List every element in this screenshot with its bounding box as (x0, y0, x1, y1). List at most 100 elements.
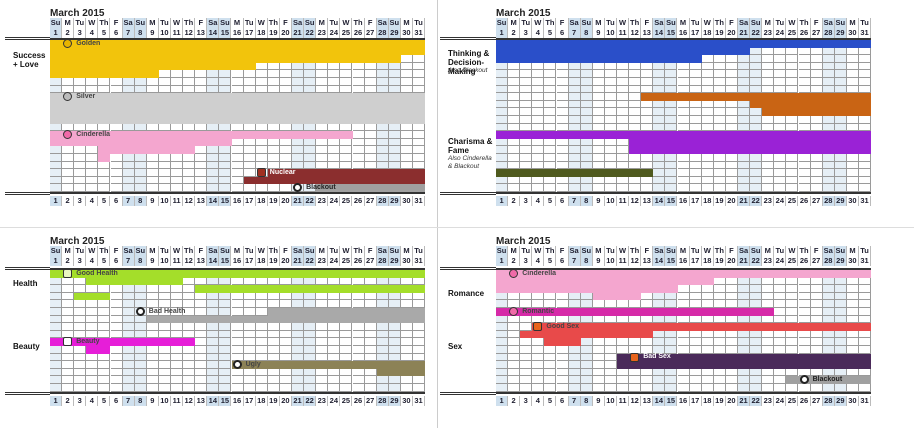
grid-cell (774, 277, 787, 286)
grid-cell (316, 368, 329, 377)
grid-cell (171, 368, 184, 377)
grid-cell (243, 323, 256, 331)
grid-cell (195, 330, 208, 339)
grid-cell (171, 300, 184, 308)
grid-cell (388, 277, 401, 286)
grid-cell (304, 138, 317, 147)
header-day-cell: 4 (86, 28, 99, 38)
grid-cell (520, 154, 533, 162)
grid-cell (653, 62, 666, 71)
grid-cell (580, 315, 593, 324)
grid-cell (183, 154, 196, 162)
grid-cell (859, 116, 872, 124)
grid-cell (798, 346, 811, 354)
grid-cell (267, 323, 280, 331)
grid-cell (859, 384, 872, 392)
header-weekday-cell: F (641, 246, 654, 256)
grid-cell (750, 338, 763, 346)
grid-cell (641, 154, 654, 162)
footer-day-cell: 18 (702, 395, 714, 406)
header-day-cell: 13 (195, 28, 208, 38)
grid-cell (822, 55, 835, 63)
series-bar (750, 100, 872, 109)
grid-cell (701, 338, 714, 346)
grid-cell (738, 368, 751, 377)
header-weekday-cell: W (171, 246, 184, 256)
grid-cell (641, 292, 654, 301)
grid-cell (304, 184, 317, 192)
grid-cell (568, 361, 581, 369)
header-weekday-cell: Th (99, 18, 111, 28)
grid-cell (86, 146, 99, 154)
grid-cell (701, 62, 714, 71)
grid-cell (98, 85, 111, 94)
grid-cell (713, 70, 726, 78)
grid-cell (110, 123, 123, 132)
grid-cell (846, 277, 859, 286)
grid-cell (98, 300, 111, 308)
grid-cell (134, 361, 147, 369)
grid-cell (267, 62, 280, 71)
grid-cell (195, 146, 208, 154)
grid-cell (834, 154, 847, 162)
grid-cell (231, 169, 244, 177)
header-day-cell: 30 (847, 28, 859, 38)
grid-cell (689, 85, 702, 94)
grid-cell (738, 285, 751, 293)
grid-cell (62, 154, 75, 162)
grid-cell (798, 384, 811, 392)
grid-cell (50, 292, 63, 301)
grid-cell (786, 55, 799, 63)
grid-cell (580, 108, 593, 116)
series-bar (496, 285, 678, 293)
grid-cell (762, 154, 775, 162)
footer-day-cell: 21 (738, 196, 751, 206)
grid-cell (146, 85, 159, 94)
footer-day-cell: 10 (159, 395, 171, 406)
grid-cell (786, 161, 799, 170)
grid-cell (786, 184, 799, 192)
footer-day-cell: 31 (859, 196, 872, 206)
header-weekday-cell: M (762, 246, 775, 256)
grid-cell (146, 78, 159, 86)
grid-cell (496, 176, 509, 185)
grid-cell (713, 108, 726, 116)
grid-cell (50, 361, 63, 369)
header-day-cell: 4 (532, 256, 545, 266)
grid-cell (98, 361, 111, 369)
grid-cell (592, 346, 605, 354)
grid-cell (255, 346, 268, 354)
grid-cell (556, 346, 569, 354)
header-weekday-cell: Tu (605, 246, 617, 256)
grid-cell (604, 93, 617, 101)
header-day-cell: 30 (847, 256, 859, 266)
group-sublabel: Also Cinderella & Blackout (448, 154, 492, 170)
grid-cell (508, 315, 521, 324)
grid-cell (580, 70, 593, 78)
grid-cell (207, 361, 220, 369)
footer-day-cell: 25 (340, 395, 353, 406)
grid-cell (279, 138, 292, 147)
footer-day-cell: 7 (568, 196, 581, 206)
grid-cell (520, 300, 533, 308)
grid-cell (86, 184, 99, 192)
grid-cell (834, 62, 847, 71)
series-label: Romantic (522, 307, 555, 315)
grid-cell (580, 353, 593, 362)
grid-cell (798, 285, 811, 293)
grid-cell (376, 300, 389, 308)
grid-cell (592, 78, 605, 86)
grid-cell (231, 384, 244, 392)
grid-cell (532, 361, 545, 369)
grid-cell (786, 346, 799, 354)
grid-cell (496, 100, 509, 109)
grid-cell (629, 384, 642, 392)
header-day-cell: 1 (50, 256, 63, 266)
header-day-cell: 3 (520, 28, 533, 38)
grid-cell (859, 330, 872, 339)
footer-day-cell: 25 (786, 196, 799, 206)
grid-cell (689, 330, 702, 339)
grid-cell (255, 323, 268, 331)
grid-cell (316, 330, 329, 339)
grid-cell (725, 315, 738, 324)
